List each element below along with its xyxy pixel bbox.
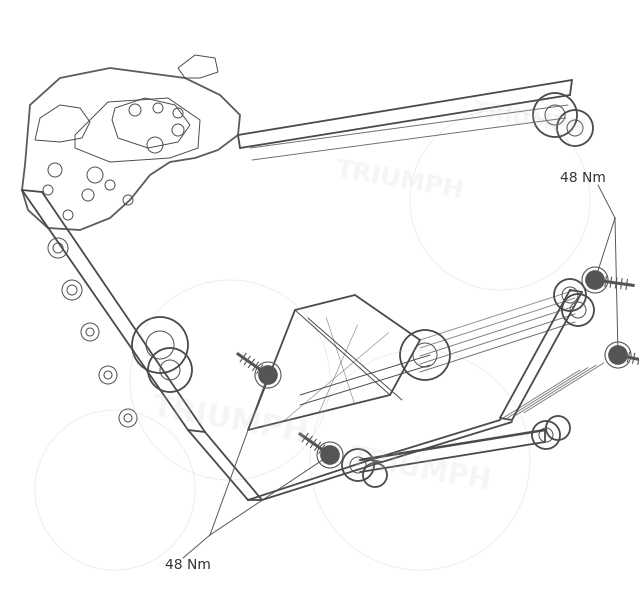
Text: TRIUMPH: TRIUMPH bbox=[472, 100, 589, 140]
Text: TRIUMPH: TRIUMPH bbox=[150, 392, 311, 448]
Circle shape bbox=[609, 346, 627, 364]
Text: TRIUMPH: TRIUMPH bbox=[347, 444, 493, 496]
Text: TRIUMPH: TRIUMPH bbox=[334, 157, 466, 203]
Text: 48 Nm: 48 Nm bbox=[165, 558, 211, 572]
Circle shape bbox=[586, 271, 604, 289]
Text: 48 Nm: 48 Nm bbox=[560, 171, 606, 185]
Circle shape bbox=[321, 446, 339, 464]
Circle shape bbox=[259, 366, 277, 384]
